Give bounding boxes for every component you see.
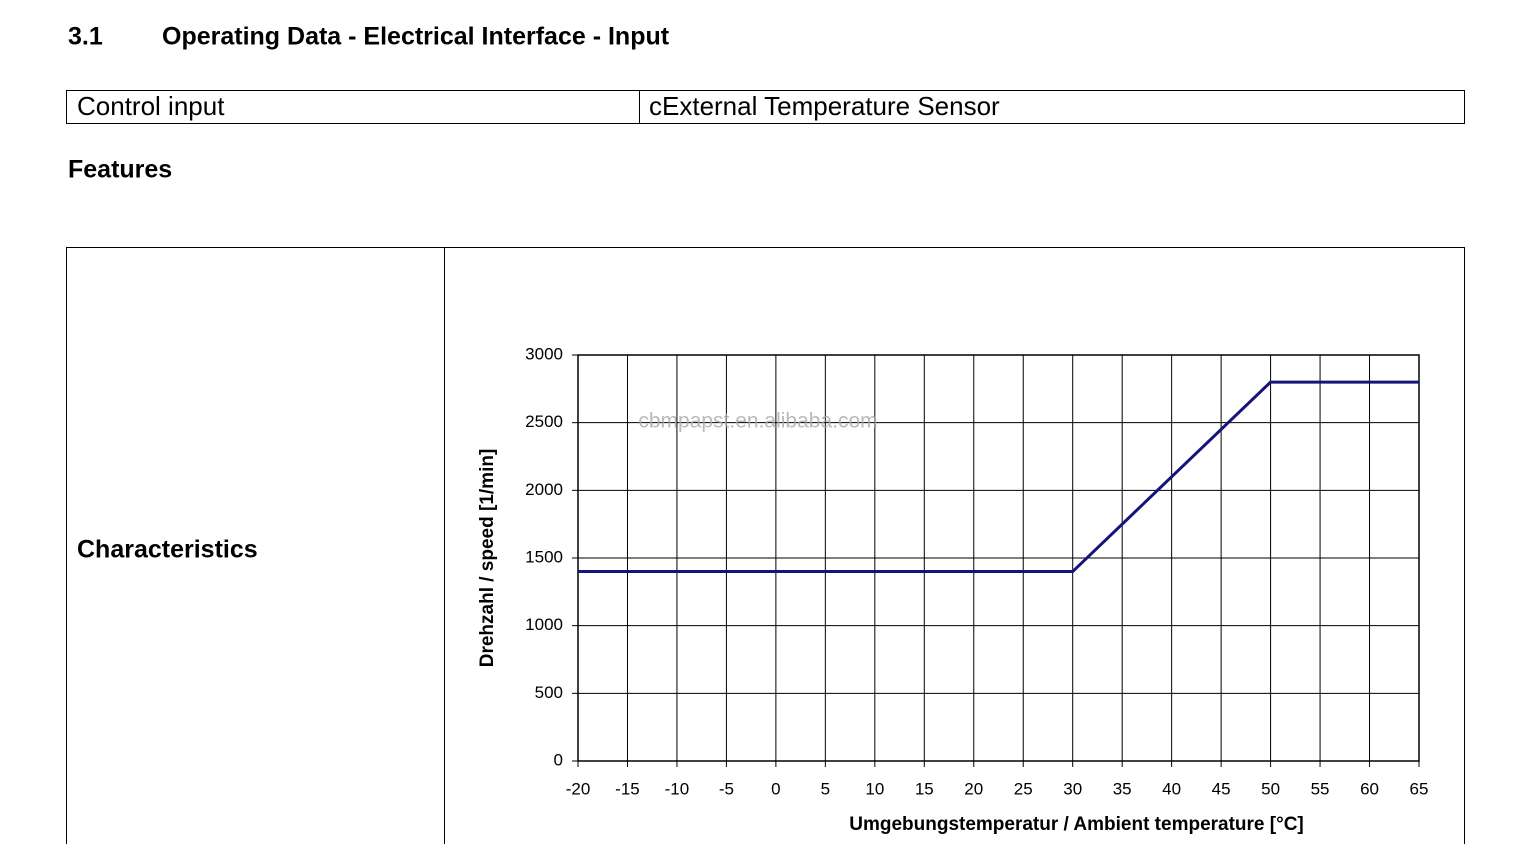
x-tick-label: 15 xyxy=(915,779,934,798)
x-tick-label: 40 xyxy=(1162,779,1181,798)
y-tick-label: 500 xyxy=(535,683,563,702)
x-tick-label: -15 xyxy=(615,779,640,798)
y-tick-label: 1000 xyxy=(525,615,563,634)
y-tick-label: 2500 xyxy=(525,412,563,431)
x-tick-label: 60 xyxy=(1360,779,1379,798)
plot-border xyxy=(577,354,1420,762)
table-border xyxy=(66,90,1465,124)
x-tick-label: 20 xyxy=(964,779,983,798)
section-title: Operating Data - Electrical Interface - … xyxy=(162,23,670,51)
x-axis-title: Umgebungstemperatur / Ambient temperatur… xyxy=(849,814,1304,835)
features-title: Features xyxy=(68,156,172,184)
x-tick-label: -10 xyxy=(665,779,690,798)
x-tick-label: 0 xyxy=(771,779,780,798)
chart: 0 500 1000 1500 2000 2500 3000 -20 -15 -10 -5 0 5 10 1… xyxy=(477,344,1428,835)
y-tick-label: 3000 xyxy=(525,344,563,363)
x-tick-label: 25 xyxy=(1014,779,1033,798)
watermark: cbmpapst.en.alibaba.com xyxy=(638,410,877,433)
x-tick-label: 30 xyxy=(1063,779,1082,798)
table-cell: Control input xyxy=(77,91,225,121)
x-tick-label: 65 xyxy=(1410,779,1429,798)
y-axis-title: Drehzahl / speed [1/min] xyxy=(477,449,498,668)
x-tick-label: -5 xyxy=(719,779,734,798)
features-table-border xyxy=(66,247,1465,844)
y-tick-label: 0 xyxy=(554,750,563,769)
x-tick-label: 5 xyxy=(821,779,830,798)
x-tick-label: 35 xyxy=(1113,779,1132,798)
x-tick-label: 10 xyxy=(865,779,884,798)
y-tick-label: 1500 xyxy=(525,547,563,566)
features-label: Characteristics xyxy=(77,536,258,564)
data-line xyxy=(578,380,1419,574)
x-tick-label: 55 xyxy=(1311,779,1330,798)
table-cell: cExternal Temperature Sensor xyxy=(649,91,1000,121)
y-tick-label: 2000 xyxy=(525,480,563,499)
x-tick-label: -20 xyxy=(566,779,591,798)
x-tick-label: 45 xyxy=(1212,779,1231,798)
section-number: 3.1 xyxy=(68,23,103,51)
x-tick-label: 50 xyxy=(1261,779,1280,798)
